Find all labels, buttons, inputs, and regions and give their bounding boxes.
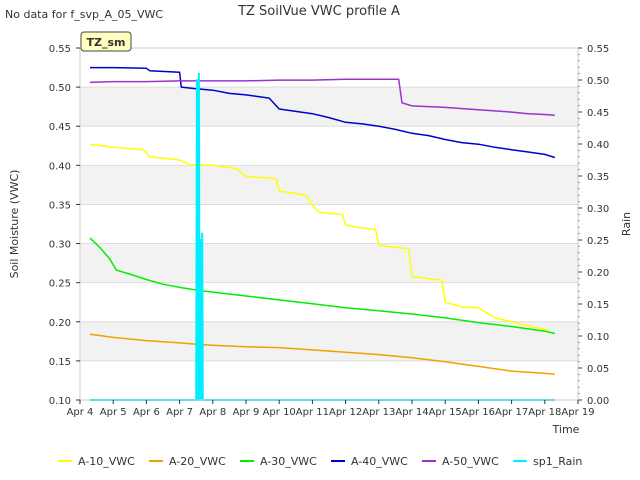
series-line-a-20-vwc [89,333,555,375]
y2-tick-label: 0.35 [587,172,609,183]
plot-band [80,165,578,205]
series-line-a-50-vwc [89,78,555,117]
x-tick-label: Apr 7 [166,407,193,418]
plot-frame [79,47,579,401]
y2-tick-label: 0.15 [587,300,609,311]
y-tick-label: 0.45 [49,122,71,133]
legend-label: sp1_Rain [533,455,582,468]
legend-label: A-30_VWC [260,455,317,468]
legend: A-10_VWC A-20_VWC A-30_VWC A-40_VWC A-50_VWC… [58,455,582,468]
legend-label: A-50_VWC [442,455,499,468]
series-line-a-40-vwc [90,66,556,159]
y2-tick-label: 0.40 [587,140,609,151]
x-axis-label: Time [552,423,580,436]
x-tick-label: Apr 12 [329,407,362,418]
tz-badge-label: TZ_sm [87,36,126,49]
x-tick-label: Apr 5 [100,407,127,418]
y-tick-label: 0.20 [49,318,71,329]
no-data-note: No data for f_svp_A_05_VWC [5,8,163,21]
plot-band [80,282,578,322]
tz-badge: TZ_sm [80,31,132,52]
x-tick-label: Apr 19 [561,407,594,418]
x-tick-label: Apr 15 [429,407,462,418]
y-tick-label: 0.10 [49,396,71,407]
x-tick-label: Apr 11 [296,407,329,418]
y-tick-label: 0.15 [49,357,71,368]
x-tick-label: Apr 6 [133,407,160,418]
x-tick-label: Apr 9 [233,407,260,418]
y-tick-label: 0.35 [49,200,71,211]
y2-tick-label: 0.25 [587,236,609,247]
legend-label: A-20_VWC [169,455,226,468]
x-tick-label: Apr 16 [462,407,495,418]
y2-axis-label: Rain [620,212,633,236]
y2-tick-label: 0.10 [587,332,609,343]
y2-tick-label: 0.45 [587,108,609,119]
y-axis-label: Soil Moisture (VWC) [8,170,21,279]
plot-band [80,204,578,244]
y2-tick-label: 0.00 [587,396,609,407]
plot-band [80,360,578,400]
plot-bands [80,48,578,400]
plot-band [80,87,578,127]
y-tick-label: 0.55 [49,44,71,55]
y2-tick-label: 0.20 [587,268,609,279]
series-line-a-30-vwc [89,237,555,335]
series-line-a-10-vwc [89,143,552,334]
plot-grid [80,47,578,401]
x-tick-label: Apr 8 [199,407,226,418]
y2-tick-label: 0.30 [587,204,609,215]
y2-tick-label: 0.50 [587,76,609,87]
axes: 0.10 0.15 0.20 0.25 0.30 0.35 0.40 0.45 0.50 0.55… [49,44,610,418]
y2-tick-label: 0.05 [587,364,609,375]
plot-band [80,243,578,283]
legend-label: A-40_VWC [351,455,408,468]
x-tick-label: Apr 10 [263,407,296,418]
y-tick-label: 0.30 [49,240,71,251]
plot-band [80,126,578,166]
y-tick-label: 0.25 [49,279,71,290]
x-tick-label: Apr 18 [528,407,561,418]
x-tick-label: Apr 4 [67,407,94,418]
y-tick-label: 0.50 [49,83,71,94]
legend-label: A-10_VWC [78,455,135,468]
y2-tick-label: 0.55 [587,44,609,55]
y-tick-label: 0.40 [49,161,71,172]
chart-title: TZ SoilVue VWC profile A [237,4,400,19]
x-tick-label: Apr 13 [362,407,395,418]
x-tick-label: Apr 14 [395,407,428,418]
x-tick-label: Apr 17 [495,407,528,418]
